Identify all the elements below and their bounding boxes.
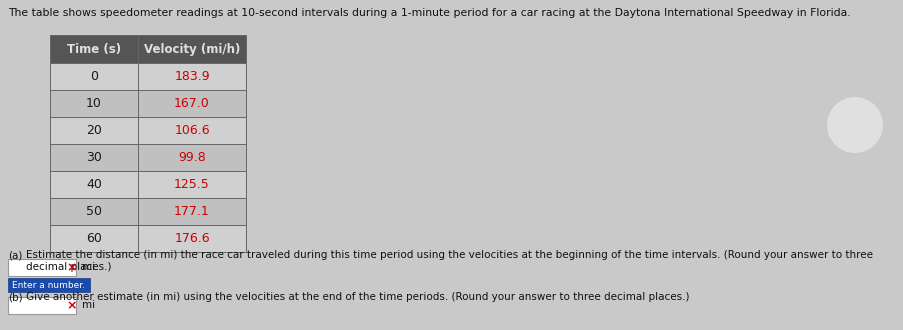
- Text: 30: 30: [86, 151, 102, 164]
- Text: Time (s): Time (s): [67, 43, 121, 55]
- Text: 0: 0: [90, 70, 98, 83]
- Text: (b): (b): [8, 292, 23, 302]
- Text: ×: ×: [67, 299, 77, 312]
- Bar: [50, 144, 138, 171]
- Circle shape: [826, 97, 882, 153]
- Text: 50: 50: [86, 205, 102, 218]
- Bar: [138, 63, 246, 90]
- Text: 106.6: 106.6: [174, 124, 209, 137]
- Text: 177.1: 177.1: [174, 205, 209, 218]
- Bar: [50, 35, 138, 63]
- Text: 176.6: 176.6: [174, 232, 209, 245]
- Text: 99.8: 99.8: [178, 151, 206, 164]
- Text: 60: 60: [86, 232, 102, 245]
- Bar: [50, 225, 138, 252]
- Bar: [138, 117, 246, 144]
- Text: mi: mi: [82, 262, 95, 273]
- Text: 40: 40: [86, 178, 102, 191]
- Text: (a): (a): [8, 250, 23, 260]
- Bar: [50, 90, 138, 117]
- Text: Give another estimate (in mi) using the velocities at the end of the time period: Give another estimate (in mi) using the …: [26, 292, 689, 302]
- Bar: [8, 259, 76, 276]
- Text: 125.5: 125.5: [174, 178, 209, 191]
- Bar: [50, 198, 138, 225]
- Text: 183.9: 183.9: [174, 70, 209, 83]
- Bar: [50, 63, 138, 90]
- Bar: [138, 171, 246, 198]
- Text: 20: 20: [86, 124, 102, 137]
- Text: ×: ×: [67, 261, 77, 274]
- Bar: [138, 144, 246, 171]
- Text: Estimate the distance (in mi) the race car traveled during this time period usin: Estimate the distance (in mi) the race c…: [26, 250, 872, 272]
- Bar: [8, 297, 76, 314]
- Text: Velocity (mi/h): Velocity (mi/h): [144, 43, 240, 55]
- Text: The table shows speedometer readings at 10-second intervals during a 1-minute pe: The table shows speedometer readings at …: [8, 8, 850, 18]
- Bar: [138, 90, 246, 117]
- Bar: [138, 35, 246, 63]
- Bar: [50, 171, 138, 198]
- Text: 167.0: 167.0: [174, 97, 209, 110]
- Text: 10: 10: [86, 97, 102, 110]
- Text: Enter a number.: Enter a number.: [13, 280, 86, 289]
- Bar: [138, 225, 246, 252]
- Bar: [138, 198, 246, 225]
- Bar: [8, 278, 90, 292]
- Text: mi: mi: [82, 301, 95, 311]
- Bar: [50, 117, 138, 144]
